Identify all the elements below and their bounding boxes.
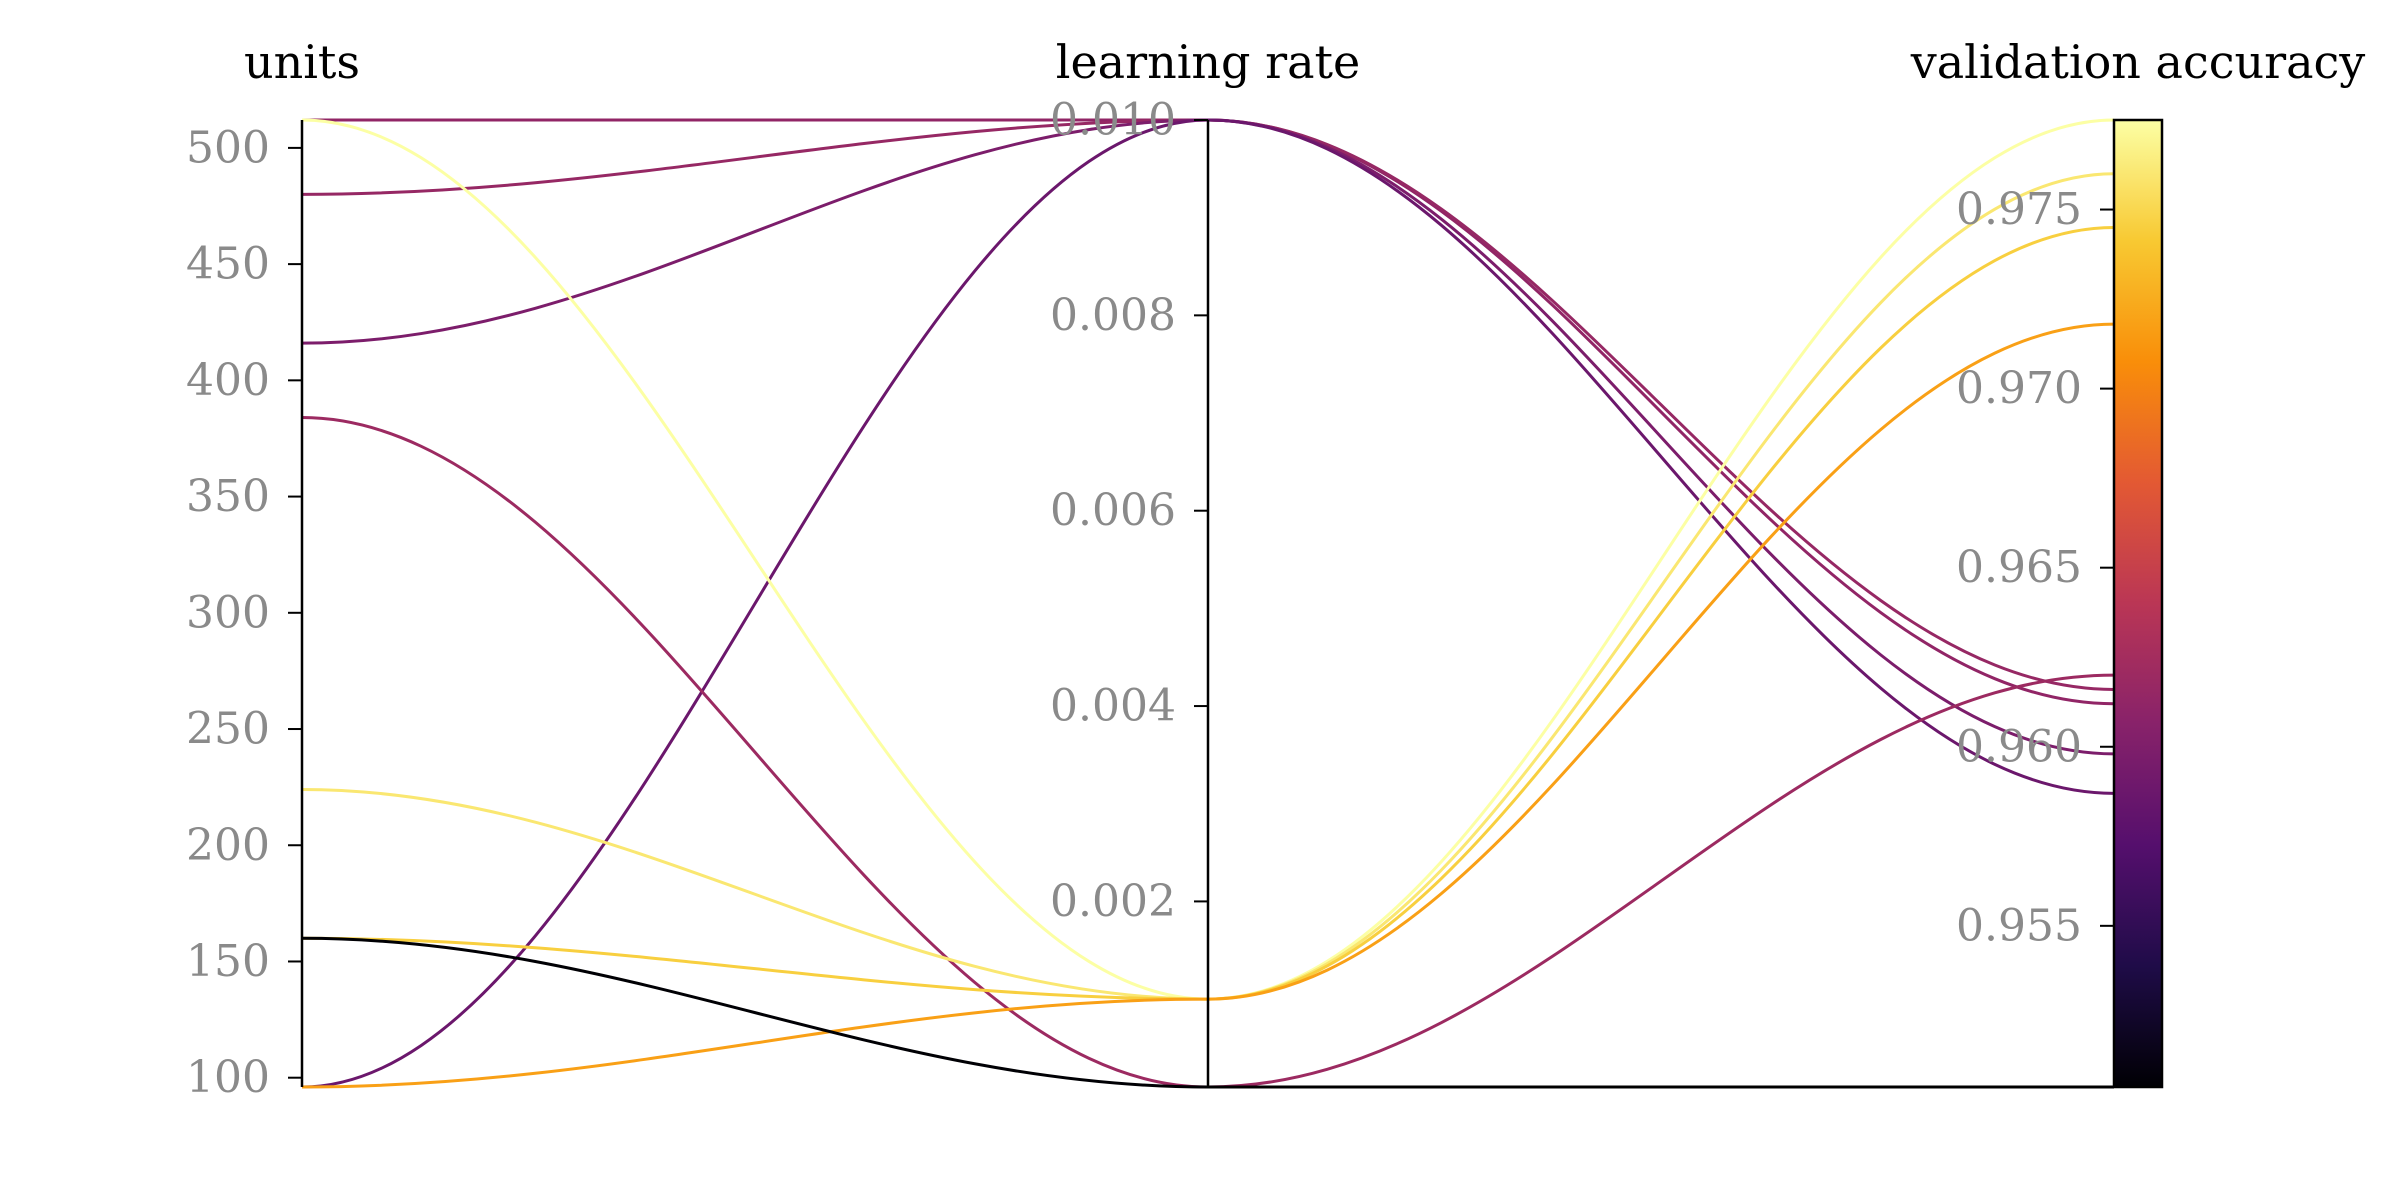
colorbar <box>2114 120 2162 1087</box>
axis-1-tick-label-5: 300 <box>186 587 270 638</box>
axis-1-tick-label-8: 450 <box>186 239 270 290</box>
axis-2-tick-label-5: 0.010 <box>1050 95 1176 146</box>
axis-1-tick-label-6: 350 <box>186 471 270 522</box>
axis-title-1: units <box>244 35 360 89</box>
axis-1-tick-label-3: 200 <box>186 820 270 871</box>
axis-3-tick-label-4: 0.970 <box>1956 363 2082 414</box>
axis-2-tick-label-3: 0.006 <box>1050 485 1176 536</box>
axes <box>288 118 2164 1089</box>
axis-1-tick-label-7: 400 <box>186 355 270 406</box>
axis-3-tick-label-5: 0.975 <box>1956 184 2082 235</box>
axis-3-tick-label-2: 0.960 <box>1956 721 2082 772</box>
axis-title-3: validation accuracy <box>1910 35 2366 89</box>
colorbar-frame <box>2112 118 2164 1089</box>
axis-1-tick-label-9: 500 <box>186 122 270 173</box>
series-line-9 <box>301 322 2115 1089</box>
axis-1-tick-label-1: 100 <box>186 1052 270 1103</box>
axis-1-tick-label-4: 250 <box>186 704 270 755</box>
axis-2-tick-label-2: 0.004 <box>1050 681 1176 732</box>
axis-title-2: learning rate <box>1056 35 1361 89</box>
axis-3-tick-label-1: 0.955 <box>1956 900 2082 951</box>
axis-labels: 100 150 200 250 300 350 400 450 500 0.002 0.004 0.0… <box>186 35 2365 1103</box>
axis-2-tick-label-4: 0.008 <box>1050 290 1176 341</box>
axis-2-tick-label-1: 0.002 <box>1050 876 1176 927</box>
axis-3-tick-label-3: 0.965 <box>1956 542 2082 593</box>
axis-1-tick-label-2: 150 <box>186 936 270 987</box>
series-line-8 <box>301 225 2115 1001</box>
